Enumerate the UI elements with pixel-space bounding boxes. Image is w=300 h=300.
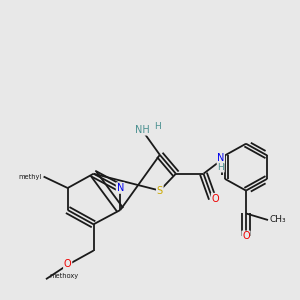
Text: O: O (242, 231, 250, 241)
Text: O: O (212, 194, 219, 204)
Text: N: N (217, 153, 224, 163)
Text: CH₃: CH₃ (269, 215, 286, 224)
Text: methyl: methyl (19, 174, 42, 180)
Text: H: H (154, 122, 161, 131)
Text: methoxy: methoxy (49, 273, 78, 279)
Text: N: N (117, 183, 124, 193)
Text: O: O (64, 259, 71, 269)
Text: S: S (157, 186, 163, 196)
Text: NH: NH (135, 125, 150, 135)
Text: H: H (218, 163, 224, 172)
